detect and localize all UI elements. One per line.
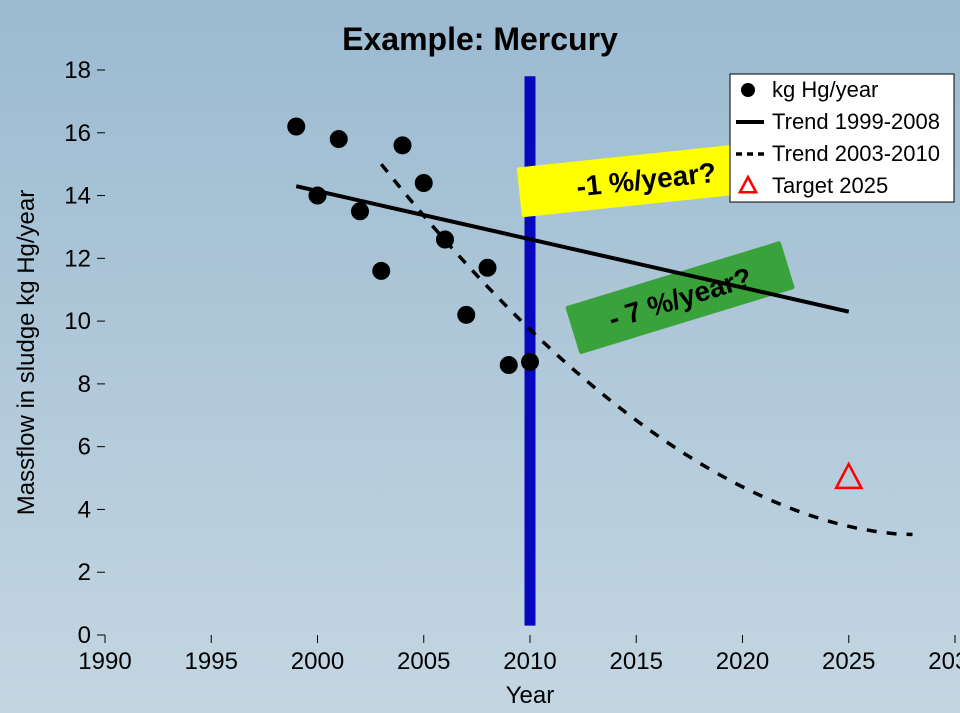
legend-label: Target 2025 [772,173,888,198]
y-tick-label: 18 [64,57,91,84]
chart-container: Example: Mercury 0 2 4 6 8 10 12 14 16 18 1990 1995 2… [0,0,960,713]
data-point [415,174,433,192]
y-tick-label: 14 [64,183,91,210]
y-tick-label: 0 [78,622,91,649]
x-tick-label: 1995 [185,648,238,675]
data-point [436,231,454,249]
x-tick-label: 2020 [716,648,769,675]
data-point [457,306,475,324]
x-tick-label: 2010 [503,648,556,675]
callout: - 7 %/year? [565,241,795,355]
y-tick-label: 12 [64,245,91,272]
y-tick-label: 4 [78,496,91,523]
legend-marker-dot [741,83,755,97]
trend-dashed-line [381,164,912,534]
y-tick-label: 16 [64,120,91,147]
x-tick-label: 2025 [822,648,875,675]
data-point [500,356,518,374]
data-point [479,259,497,277]
x-tick-label: 2000 [291,648,344,675]
data-point [287,118,305,136]
y-tick-label: 10 [64,308,91,335]
data-point [330,130,348,148]
chart-svg: Example: Mercury 0 2 4 6 8 10 12 14 16 18 1990 1995 2… [0,0,960,713]
data-point [372,262,390,280]
data-point [394,136,412,154]
data-point [309,187,327,205]
legend-label: kg Hg/year [772,77,878,102]
target-marker [836,464,861,488]
legend-label: Trend 2003-2010 [772,141,940,166]
data-point [351,202,369,220]
y-tick-label: 8 [78,371,91,398]
y-tick-label: 6 [78,434,91,461]
x-tick-label: 2015 [610,648,663,675]
x-tick-label: 2005 [397,648,450,675]
x-tick-label: 1990 [78,648,131,675]
y-axis-label: Massflow in sludge kg Hg/year [13,190,40,515]
x-axis-label: Year [506,682,555,709]
legend-label: Trend 1999-2008 [772,109,940,134]
y-tick-label: 2 [78,559,91,586]
data-point [521,353,539,371]
x-tick-label: 2030 [928,648,960,675]
chart-title: Example: Mercury [342,21,618,57]
